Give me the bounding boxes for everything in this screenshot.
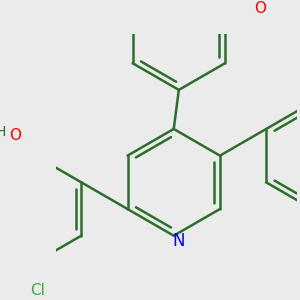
Text: N: N bbox=[172, 232, 185, 250]
Text: H: H bbox=[0, 124, 6, 139]
Text: Cl: Cl bbox=[30, 283, 45, 298]
Text: O: O bbox=[255, 1, 267, 16]
Text: O: O bbox=[9, 128, 21, 143]
